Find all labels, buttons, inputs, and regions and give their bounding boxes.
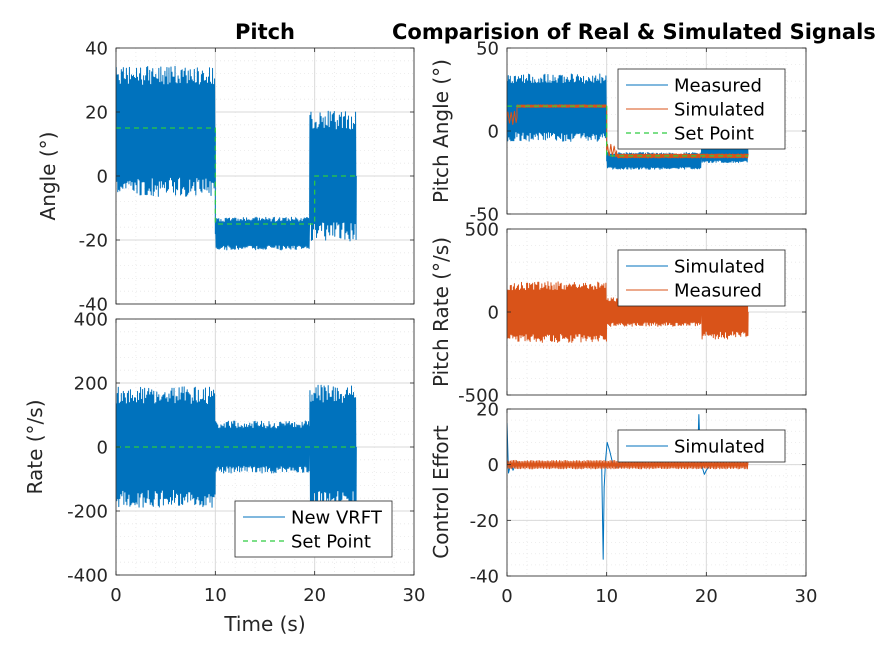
xtick-label: 10: [595, 586, 618, 607]
right-title: Comparision of Real & Simulated Signals: [392, 20, 876, 44]
ylabel: Rate (°/s): [23, 400, 47, 495]
ytick-label: 0: [97, 438, 108, 459]
legend: Simulated Measured: [617, 249, 786, 307]
legend: Simulated: [617, 429, 786, 463]
xtick-label: 20: [303, 585, 326, 606]
ytick-label: 20: [85, 103, 108, 124]
ytick-label: 0: [97, 167, 108, 188]
ytick-label: -50: [470, 205, 499, 226]
legend-label: Simulated: [674, 257, 765, 278]
legend: Measured Simulated Set Point: [617, 68, 786, 150]
legend: New VRFT Set Point: [234, 500, 393, 558]
xtick-label: 0: [110, 585, 121, 606]
ytick-label: -500: [458, 386, 499, 407]
series-line-measured: [116, 384, 357, 510]
legend-box: [234, 500, 393, 558]
series-line-setpoint: [507, 105, 749, 157]
subplot-pitch_angle_cmp: -50 0 50 Pitch Angle (°) Measured Simulated Se…: [429, 39, 807, 226]
xtick-label: 30: [403, 585, 426, 606]
series-group: [116, 384, 357, 510]
series-line-simulated: [507, 104, 749, 159]
ytick-label: -200: [67, 502, 108, 523]
subplot-angle: -40 -20 0 20 40 Angle (°): [36, 39, 415, 316]
ytick-label: 200: [74, 374, 108, 395]
ytick-label: -20: [470, 511, 499, 532]
ytick-label: 20: [476, 400, 499, 421]
legend-label: Measured: [674, 281, 762, 302]
legend-label: Measured: [674, 76, 762, 97]
ytick-label: 50: [476, 39, 499, 60]
ylabel: Pitch Rate (°/s): [429, 237, 453, 387]
xtick-label: 10: [204, 585, 227, 606]
series-line-setpoint: [116, 127, 357, 225]
axes-box: [506, 408, 807, 577]
ylabel: Pitch Angle (°): [429, 59, 453, 203]
legend-label: Set Point: [674, 124, 754, 145]
series-group: [507, 414, 749, 560]
ytick-label: 0: [488, 455, 499, 476]
ylabel: Angle (°): [36, 132, 60, 221]
legend-label: Simulated: [674, 100, 765, 121]
legend-box: [617, 249, 786, 307]
legend-label: Simulated: [674, 437, 765, 458]
ytick-label: -400: [67, 566, 108, 587]
ytick-label: -20: [79, 231, 108, 252]
subplot-control_effort: -40 -20 0 20 0 10 20 30 Control Effort Simulated: [429, 400, 817, 608]
xlabel: Time (s): [223, 612, 305, 636]
series-group: [507, 73, 749, 170]
ytick-label: 400: [74, 310, 108, 331]
left-title: Pitch: [235, 20, 295, 44]
xtick-label: 30: [795, 586, 818, 607]
series-line-measured: [507, 459, 749, 470]
xtick-label: 20: [695, 586, 718, 607]
xtick-label: 0: [501, 586, 512, 607]
subplot-pitch_rate_cmp: -500 0 500 Pitch Rate (°/s) Simulated Measure…: [429, 220, 807, 407]
series-line-measured: [507, 73, 749, 170]
ytick-label: -40: [79, 295, 108, 316]
legend-label: New VRFT: [291, 508, 383, 529]
ytick-label: 0: [488, 303, 499, 324]
subplot-rate: -400 -200 0 200 400 0 10 20 30 Rate (°/s) Time (s)…: [23, 310, 425, 637]
ytick-label: -40: [470, 567, 499, 588]
ytick-label: 0: [488, 122, 499, 143]
legend-label: Set Point: [291, 532, 371, 553]
series-line-measured: [116, 65, 357, 251]
ytick-label: 500: [465, 220, 499, 241]
series-group: [116, 65, 357, 251]
ylabel: Control Effort: [429, 425, 453, 559]
ytick-label: 40: [85, 39, 108, 60]
